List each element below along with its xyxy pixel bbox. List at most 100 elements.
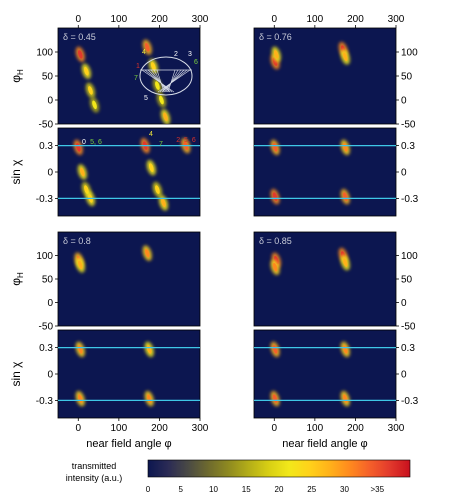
colorbar-tick-label: 0 <box>146 485 151 494</box>
inset-ray <box>147 69 171 93</box>
hotspot <box>272 262 278 272</box>
y-tick-label: 0 <box>401 168 407 179</box>
y-tick-label: 0 <box>47 370 53 381</box>
x-tick-label: 200 <box>347 423 364 434</box>
hotspot <box>79 167 85 177</box>
x-axis-label: near field angle φ <box>282 438 367 450</box>
y-tick-label: 0 <box>401 370 407 381</box>
panel-bottom-left: δ = 0.8 100 50 0 -50 φH <box>9 231 201 333</box>
y-axis-label: φH <box>9 272 25 286</box>
hotspot <box>77 50 83 59</box>
hotspot <box>273 50 279 59</box>
panel-top-right-lower: 0.3 0 -0.3 <box>253 127 419 217</box>
hotspot <box>84 66 89 76</box>
x-tick-label: 200 <box>151 14 168 25</box>
hotspot <box>155 185 160 194</box>
y-tick-label: 0 <box>401 298 407 309</box>
hotspot <box>150 62 156 71</box>
x-tick-label: 100 <box>111 423 128 434</box>
plot-area <box>57 27 201 125</box>
y-tick-label: 50 <box>401 72 413 83</box>
colorbar-label: transmitted <box>72 461 117 471</box>
hotspot <box>342 258 348 267</box>
hotspot <box>77 260 83 270</box>
y-tick-label: 0.3 <box>401 141 415 152</box>
x-tick-label: 300 <box>192 423 209 434</box>
inset-ray <box>141 69 175 93</box>
y-axis-label-subscript: H <box>16 69 25 75</box>
annotation-label: 5 <box>144 95 148 102</box>
inset-ray <box>167 69 176 93</box>
annotation-label: 4 <box>149 131 153 138</box>
hotspot <box>92 100 97 110</box>
y-tick-label: 0.3 <box>401 343 415 354</box>
plot-content <box>58 341 200 407</box>
plot-area <box>253 231 397 327</box>
panel-top-left-lower: 47 2, 5, 6 0 5, 6 0.3 0 -0.3 sin χ <box>9 127 201 217</box>
hotspot <box>161 198 166 208</box>
annotation-label: 4 <box>142 49 146 56</box>
plot-content <box>58 137 200 211</box>
y-tick-label: 0 <box>47 298 53 309</box>
hotspot <box>155 81 160 90</box>
annotation-label: 2 <box>174 51 178 58</box>
colorbar-tick-label: 30 <box>340 485 349 494</box>
inset-ray <box>163 69 182 93</box>
y-tick-label: 0.3 <box>39 343 53 354</box>
panel-top-right: δ = 0.76 0 100 200 300 100 50 0 -50 <box>253 14 418 131</box>
x-tick-label: 0 <box>76 423 82 434</box>
panel-title: δ = 0.76 <box>259 32 292 42</box>
x-tick-label: 0 <box>76 14 82 25</box>
y-tick-label: -0.3 <box>36 194 54 205</box>
y-tick-label: -50 <box>401 322 416 333</box>
colorbar-tick-label: 15 <box>242 485 251 494</box>
inset-ray <box>153 69 167 93</box>
annotation-label: 2, 5, 6 <box>176 137 196 144</box>
x-tick-label: 300 <box>388 423 405 434</box>
x-tick-label: 300 <box>192 14 209 25</box>
panel-title: δ = 0.8 <box>63 236 91 246</box>
y-tick-label: 50 <box>42 275 54 286</box>
colorbar-label: intensity (a.u.) <box>66 473 123 483</box>
annotation-label: 1 <box>136 63 140 70</box>
x-tick-label: 0 <box>272 423 278 434</box>
colorbar-tick-label: 5 <box>179 485 184 494</box>
y-axis-label-subscript: H <box>16 272 25 278</box>
x-tick-label: 100 <box>307 14 324 25</box>
colorbar-gradient <box>147 459 411 478</box>
hotspot <box>159 95 164 105</box>
y-tick-label: 100 <box>401 251 418 262</box>
colorbar: transmitted intensity (a.u.) 0 5 10 15 20 25 30 >… <box>66 459 411 494</box>
panel-title: δ = 0.45 <box>63 32 96 42</box>
annotation-label: 7 <box>159 141 163 148</box>
y-tick-label: -50 <box>401 120 416 131</box>
x-tick-label: 200 <box>151 423 168 434</box>
y-tick-label: 100 <box>36 251 53 262</box>
y-tick-label: 100 <box>36 48 53 59</box>
annotation-label: 7 <box>134 75 138 82</box>
colorbar-tick-label: 20 <box>275 485 284 494</box>
y-tick-label: -50 <box>39 322 54 333</box>
x-tick-label: 200 <box>347 14 364 25</box>
panel-top-left: δ = 0.45 1 2 3 4 5 6 7 0 100 200 300 -50 0 50 100 φH <box>9 14 209 131</box>
y-tick-label: 50 <box>42 72 54 83</box>
inset-ray <box>144 69 173 93</box>
plot-content <box>74 245 152 273</box>
panel-bottom-left-lower: 0 100 200 300 near field angle φ 0.3 0 -0.3 sin … <box>9 329 209 450</box>
plot-content <box>254 139 396 205</box>
colorbar-tick-label: >35 <box>370 485 384 494</box>
inset-ray <box>165 69 179 93</box>
inset-ray <box>150 69 169 93</box>
x-tick-label: 300 <box>388 14 405 25</box>
annotation-label: 5, 6 <box>90 139 102 146</box>
x-axis-label: near field angle φ <box>86 438 171 450</box>
y-tick-label: 0 <box>47 96 53 107</box>
inset-ray <box>161 69 185 93</box>
panel-title: δ = 0.85 <box>259 236 292 246</box>
plot-area <box>253 27 397 125</box>
annotation-label: 3 <box>188 51 192 58</box>
inset-ray <box>159 69 188 93</box>
y-tick-label: 0 <box>401 96 407 107</box>
y-axis-label: sin χ <box>9 159 23 185</box>
